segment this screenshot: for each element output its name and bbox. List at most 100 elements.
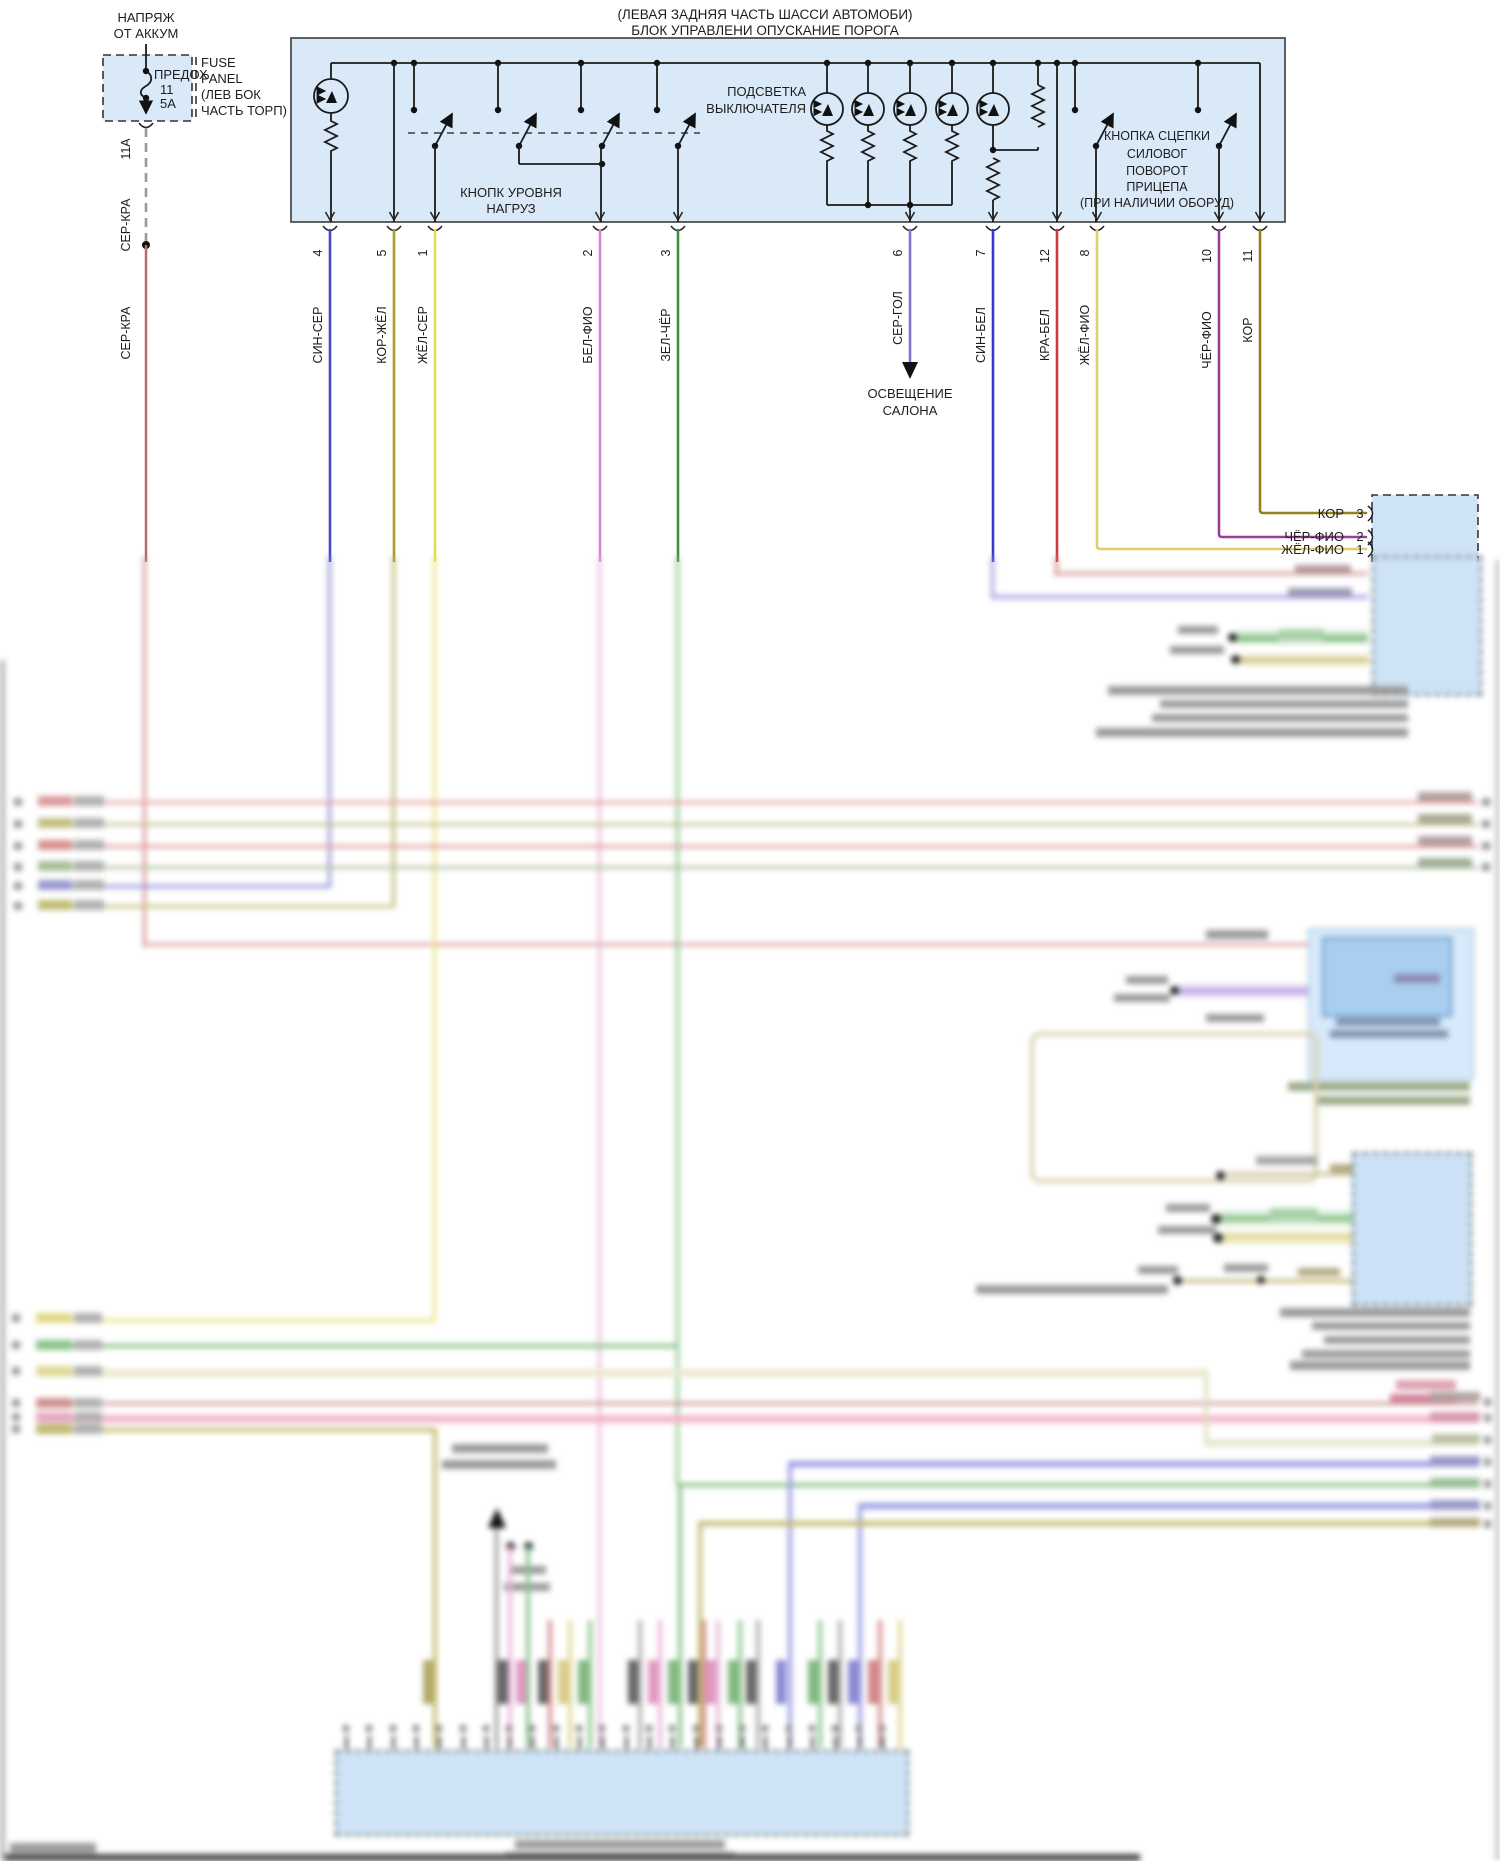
svg-text:ЖЁЛ-ФИО: ЖЁЛ-ФИО — [1078, 304, 1092, 365]
blurred-shape — [1430, 1478, 1480, 1488]
blurred-shape — [40, 1415, 1478, 1423]
blurred-shape — [531, 1736, 535, 1749]
blurred-shape — [648, 1660, 658, 1704]
connector-row-label: КОР — [1318, 506, 1344, 521]
blurred-shape — [1484, 1480, 1491, 1488]
blurred-shape — [433, 1428, 437, 1748]
blurred-shape — [392, 556, 395, 907]
pin-wire-11: 11 КОР — [1241, 228, 1368, 515]
blurred-shape — [38, 818, 72, 828]
blurred-shape — [1204, 1440, 1478, 1446]
blurred-shape — [1288, 588, 1352, 597]
blurred-shape — [1288, 1082, 1470, 1091]
connector-arc — [138, 122, 154, 129]
blurred-shape — [1257, 1276, 1265, 1284]
diagram-sharp-section: НАПРЯЖ ОТ АККУМ ПРЕДОХ 11 5A FUSE PANEL … — [102, 7, 1479, 562]
blurred-shape — [1270, 1208, 1318, 1221]
blurred-shape — [993, 595, 1368, 599]
blurred-shape — [1178, 989, 1308, 993]
pin-wire-8: 8 ЖЁЛ-ФИО — [1078, 228, 1368, 551]
blurred-shape — [1138, 1266, 1178, 1274]
blurred-shape — [328, 556, 331, 887]
blurred-shape — [1222, 1235, 1352, 1239]
down-arrow-icon — [902, 362, 918, 379]
blurred-shape — [698, 1521, 1478, 1526]
pin-wire-12: 12 КРА-БЕЛ — [1038, 228, 1059, 562]
blurred-shape — [0, 660, 5, 1861]
blurred-shape — [1211, 1214, 1221, 1224]
blurred-shape — [1390, 1394, 1456, 1404]
blurred-shape — [1231, 655, 1240, 664]
blurred-shape — [44, 885, 331, 888]
blurred-shape — [1484, 1436, 1491, 1444]
led-indicator-1 — [313, 63, 349, 222]
svg-text:11: 11 — [1241, 249, 1255, 262]
blurred-shape — [576, 1725, 582, 1732]
blurred-shape — [554, 1736, 558, 1749]
blurred-shape — [1108, 686, 1408, 695]
fuse-number: 11 — [160, 82, 174, 97]
svg-text:ОТ АККУМ: ОТ АККУМ — [114, 26, 179, 41]
blurred-shape — [1495, 560, 1500, 1861]
blurred-shape — [1030, 1032, 1318, 1183]
blurred-shape — [1312, 1322, 1470, 1330]
led-icon — [935, 63, 969, 205]
blurred-shape — [1204, 1369, 1208, 1444]
svg-text:3: 3 — [659, 249, 673, 256]
blurred-shape — [598, 556, 601, 1748]
blurred-shape — [508, 1546, 512, 1748]
blurred-shape — [412, 1725, 419, 1732]
blurred-shape — [647, 1736, 651, 1749]
blurred-shape — [888, 1660, 898, 1704]
blurred-shape — [1182, 1279, 1352, 1283]
blurred-shape — [38, 900, 72, 910]
blurred-shape — [498, 1660, 508, 1704]
blurred-shape — [1324, 1336, 1470, 1344]
blurred-shape — [1228, 633, 1237, 642]
pin-wire-2: 2 БЕЛ-ФИО — [581, 228, 602, 562]
blurred-shape — [1330, 1164, 1370, 1173]
blurred-shape — [1096, 728, 1408, 737]
fuse-panel-label: FUSE PANEL (ЛЕВ БОК ЧАСТЬ ТОРП) — [201, 55, 287, 118]
blurred-shape — [858, 1503, 862, 1748]
blurred-shape — [739, 1725, 746, 1732]
blurred-shape — [818, 1620, 822, 1748]
blurred-shape — [368, 1736, 372, 1749]
blurred-shape — [1302, 1350, 1470, 1358]
blurred-shape — [1114, 994, 1170, 1002]
blurred-shape — [143, 556, 146, 947]
blurred-shape — [868, 1660, 878, 1704]
blurred-shape — [343, 1725, 349, 1732]
blurred-shape — [44, 823, 1478, 826]
blurred-shape — [529, 1725, 536, 1732]
blurred-shape — [0, 1854, 1140, 1861]
pin-wire-4: 4 СИН-СЕР — [311, 228, 332, 562]
blurred-shape — [1484, 1398, 1491, 1406]
svg-text:2: 2 — [581, 249, 595, 256]
svg-text:ЗЕЛ-ЧЁР: ЗЕЛ-ЧЁР — [659, 308, 673, 361]
blurred-shape — [12, 1413, 20, 1421]
blurred-shape — [1256, 1156, 1318, 1165]
blurred-shape — [44, 905, 395, 908]
blurred-shape — [516, 1660, 526, 1704]
connector-row-pin: 1 — [1356, 542, 1363, 557]
blurred-shape — [668, 1660, 678, 1704]
blurred-shape — [1170, 986, 1179, 995]
led-icon — [851, 63, 885, 205]
blurred-shape — [991, 556, 994, 599]
blurred-shape — [36, 1398, 72, 1408]
svg-text:НАПРЯЖ: НАПРЯЖ — [117, 10, 174, 25]
svg-text:12: 12 — [1038, 249, 1052, 263]
blurred-shape — [1178, 626, 1218, 634]
blurred-shape — [1484, 1414, 1491, 1422]
blurred-shape — [74, 1313, 102, 1323]
blurred-shape — [436, 1725, 443, 1732]
blurred-shape — [74, 900, 104, 910]
blurred-shape — [1418, 858, 1472, 867]
svg-text:(ЛЕВАЯ ЗАДНЯЯ ЧАСТЬ ШАССИ АВТО: (ЛЕВАЯ ЗАДНЯЯ ЧАСТЬ ШАССИ АВТОМОБИ) — [617, 7, 912, 22]
blurred-shape — [1318, 1096, 1470, 1105]
blurred-shape — [809, 1725, 815, 1732]
blurred-shape — [414, 1736, 418, 1749]
